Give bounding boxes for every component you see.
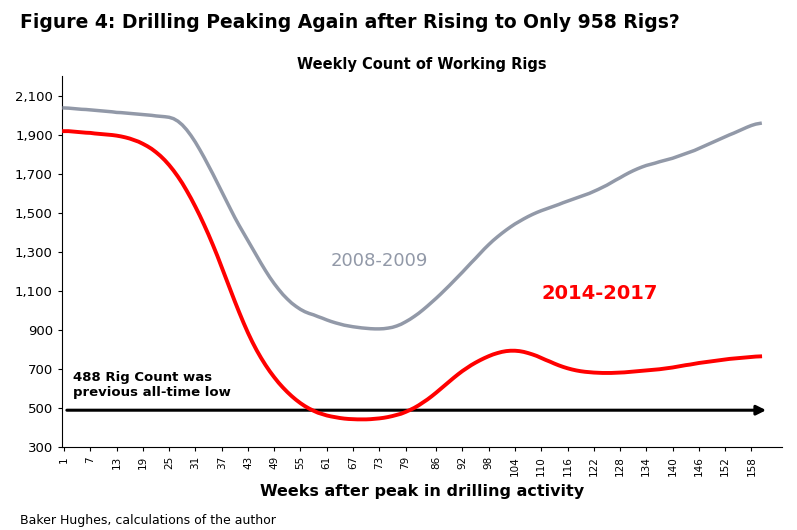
X-axis label: Weeks after peak in drilling activity: Weeks after peak in drilling activity: [260, 484, 584, 499]
Text: 2008-2009: 2008-2009: [331, 252, 429, 269]
Text: 2014-2017: 2014-2017: [541, 284, 658, 303]
Text: Baker Hughes, calculations of the author: Baker Hughes, calculations of the author: [20, 514, 276, 527]
Text: Figure 4: Drilling Peaking Again after Rising to Only 958 Rigs?: Figure 4: Drilling Peaking Again after R…: [20, 13, 680, 32]
Text: 488 Rig Count was
previous all-time low: 488 Rig Count was previous all-time low: [73, 372, 230, 400]
Title: Weekly Count of Working Rigs: Weekly Count of Working Rigs: [297, 57, 547, 73]
